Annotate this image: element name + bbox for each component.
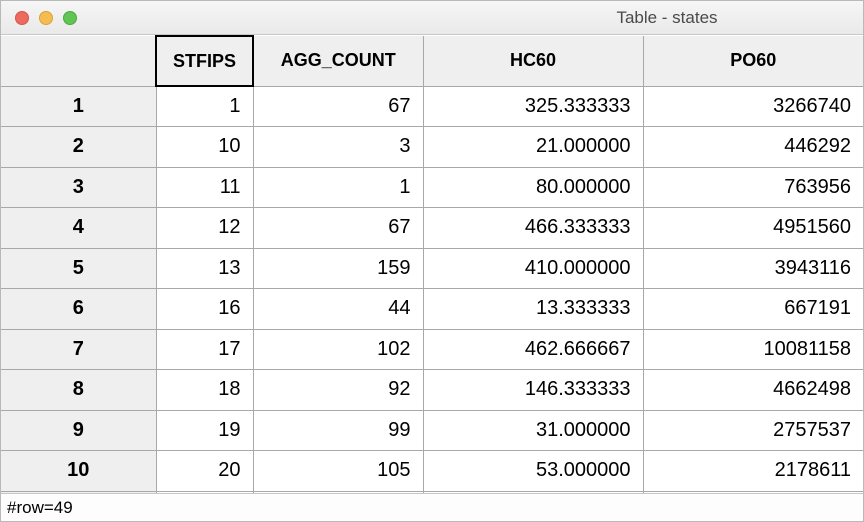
col-header-hc60[interactable]: HC60 [423,36,643,86]
window-title-text: Table - states [616,8,717,28]
cell[interactable]: 21.000000 [423,127,643,168]
row-header[interactable]: 5 [1,248,156,289]
row-header[interactable]: 9 [1,410,156,451]
cell[interactable]: 13 [156,248,253,289]
traffic-lights [1,11,77,25]
minimize-icon[interactable] [39,11,53,25]
row-header[interactable]: 3 [1,167,156,208]
row-header[interactable]: 4 [1,208,156,249]
table-row[interactable]: 2 10 3 21.000000 446292 [1,127,863,168]
cell[interactable]: 12 [156,208,253,249]
row-header[interactable]: 7 [1,329,156,370]
cell[interactable]: 4662498 [643,370,863,411]
cell[interactable]: 11 [156,167,253,208]
cell[interactable]: 19 [156,410,253,451]
window-title: Table - states [1,8,863,28]
zoom-icon[interactable] [63,11,77,25]
cell[interactable]: 1 [156,86,253,127]
table-row[interactable]: 8 18 92 146.333333 4662498 [1,370,863,411]
table-row[interactable]: 3 11 1 80.000000 763956 [1,167,863,208]
table-row[interactable]: 6 16 44 13.333333 667191 [1,289,863,330]
row-header[interactable]: 8 [1,370,156,411]
cell[interactable]: 10 [156,127,253,168]
cell[interactable]: 462.666667 [423,329,643,370]
cell[interactable]: 10081158 [643,329,863,370]
row-header [1,491,156,493]
row-header[interactable]: 10 [1,451,156,492]
cell[interactable]: 67 [253,86,423,127]
cell [156,491,253,493]
header-row: STFIPS AGG_COUNT HC60 PO60 [1,36,863,86]
cell[interactable]: 3 [253,127,423,168]
cell[interactable]: 466.333333 [423,208,643,249]
corner-header[interactable] [1,36,156,86]
cell[interactable]: 99 [253,410,423,451]
table-row[interactable]: 4 12 67 466.333333 4951560 [1,208,863,249]
row-header[interactable]: 2 [1,127,156,168]
window: Table - states STFIPS AGG_COUNT HC60 PO6… [0,0,864,522]
status-bar: #row=49 [1,493,863,521]
cell[interactable]: 146.333333 [423,370,643,411]
cell[interactable]: 20 [156,451,253,492]
data-table: STFIPS AGG_COUNT HC60 PO60 1 1 67 325.33… [1,35,863,493]
table-row[interactable]: 5 13 159 410.000000 3943116 [1,248,863,289]
cell[interactable]: 67 [253,208,423,249]
cell[interactable]: 763956 [643,167,863,208]
cell[interactable]: 325.333333 [423,86,643,127]
status-text: #row=49 [7,498,73,518]
cell[interactable]: 410.000000 [423,248,643,289]
cell [423,491,643,493]
cell[interactable]: 446292 [643,127,863,168]
cell[interactable]: 102 [253,329,423,370]
cell[interactable]: 92 [253,370,423,411]
cell[interactable]: 80.000000 [423,167,643,208]
table-area: STFIPS AGG_COUNT HC60 PO60 1 1 67 325.33… [1,35,863,493]
cell[interactable]: 53.000000 [423,451,643,492]
cell[interactable]: 4951560 [643,208,863,249]
table-row[interactable]: 9 19 99 31.000000 2757537 [1,410,863,451]
cell [253,491,423,493]
cell [643,491,863,493]
cell[interactable]: 2757537 [643,410,863,451]
cell[interactable]: 16 [156,289,253,330]
cell[interactable]: 13.333333 [423,289,643,330]
table-row[interactable]: 7 17 102 462.666667 10081158 [1,329,863,370]
table-row[interactable]: 1 1 67 325.333333 3266740 [1,86,863,127]
table-row-partial [1,491,863,493]
col-header-po60[interactable]: PO60 [643,36,863,86]
cell[interactable]: 1 [253,167,423,208]
cell[interactable]: 105 [253,451,423,492]
row-header[interactable]: 6 [1,289,156,330]
cell[interactable]: 31.000000 [423,410,643,451]
cell[interactable]: 159 [253,248,423,289]
close-icon[interactable] [15,11,29,25]
cell[interactable]: 3266740 [643,86,863,127]
row-header[interactable]: 1 [1,86,156,127]
col-header-agg-count[interactable]: AGG_COUNT [253,36,423,86]
cell[interactable]: 44 [253,289,423,330]
cell[interactable]: 2178611 [643,451,863,492]
titlebar: Table - states [1,1,863,35]
col-header-stfips[interactable]: STFIPS [156,36,253,86]
cell[interactable]: 667191 [643,289,863,330]
table-row[interactable]: 10 20 105 53.000000 2178611 [1,451,863,492]
cell[interactable]: 3943116 [643,248,863,289]
cell[interactable]: 18 [156,370,253,411]
cell[interactable]: 17 [156,329,253,370]
